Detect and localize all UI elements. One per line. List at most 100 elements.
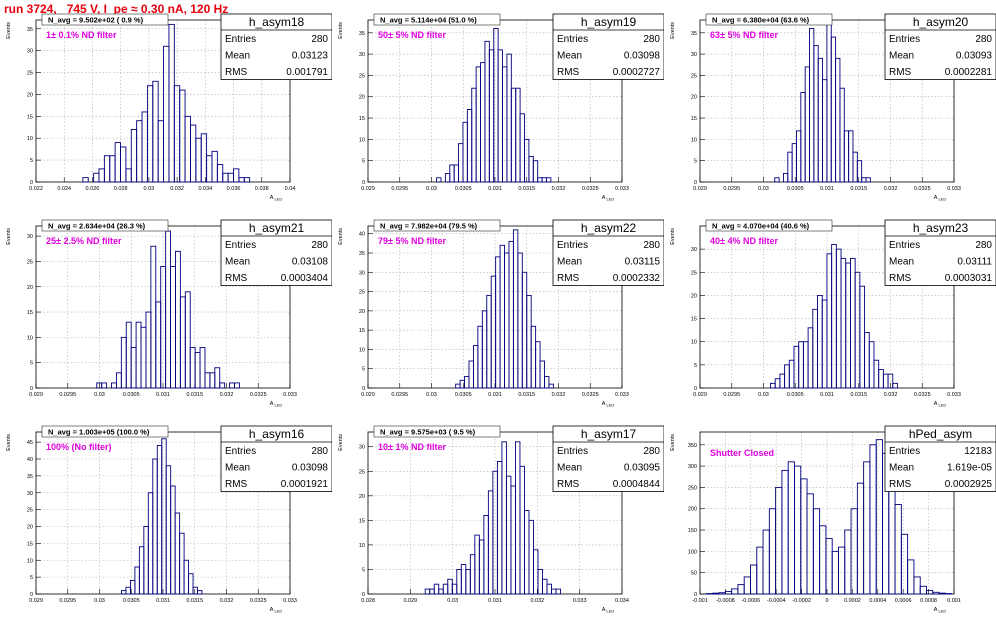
x-tick-label: 0.0325 <box>914 186 931 192</box>
histogram-bin <box>530 325 537 389</box>
x-tick-label: 0.029 <box>693 392 707 398</box>
x-tick-label: 0.022 <box>29 186 43 192</box>
histogram-bin <box>194 352 201 389</box>
stats-value-entries: 280 <box>975 240 992 251</box>
histogram-bin <box>510 485 516 595</box>
stats-title: h_asym17 <box>581 427 637 441</box>
histogram-bin <box>887 373 894 389</box>
histogram-svg: 0.029 0.0295 0.03 0.0305 0.031 0.0315 0.032 0.0… <box>338 219 664 408</box>
histogram-bin <box>472 345 479 389</box>
histogram-bin <box>449 164 455 183</box>
y-tick-label: 5 <box>30 158 33 164</box>
x-tick-label: 0.033 <box>283 598 297 604</box>
histogram-bars <box>770 244 898 389</box>
histogram-bin <box>532 160 539 183</box>
histogram-bin <box>184 115 191 183</box>
histogram-bin <box>478 539 485 595</box>
y-tick-label: 20 <box>691 293 697 299</box>
stats-label-entries: Entries <box>225 446 256 457</box>
stats-label-rms: RMS <box>889 67 912 78</box>
stats-value-mean: 1.619e-05 <box>947 463 992 474</box>
x-axis-label-subscript: LED <box>938 609 946 614</box>
navg-label: N_avg = 9.575e+03 ( 9.5 %) <box>380 428 476 437</box>
histogram-bin <box>197 590 203 595</box>
histogram-bin <box>433 583 440 595</box>
x-tick-label: -0.0004 <box>767 598 786 604</box>
histogram-bin <box>888 474 896 595</box>
y-tick-label: 20 <box>27 525 33 531</box>
histogram-bin <box>840 257 847 389</box>
stats-value-mean: 0.03098 <box>624 51 661 62</box>
x-tick-label: 0.03 <box>447 598 458 604</box>
histogram-bin <box>804 66 810 183</box>
histogram-bin <box>856 160 863 183</box>
stats-box-frame <box>220 425 332 492</box>
x-tick-label: 0.04 <box>285 186 296 192</box>
histogram-bin <box>894 504 902 595</box>
histogram-bin <box>243 177 251 183</box>
histogram-bin <box>779 373 786 389</box>
histogram-bin <box>724 590 733 595</box>
x-tick-label: 0.029 <box>29 392 43 398</box>
histogram-bin <box>882 373 889 389</box>
y-tick-label: 15 <box>359 328 365 334</box>
stats-label-rms: RMS <box>889 273 912 284</box>
stats-label-entries: Entries <box>557 240 588 251</box>
histogram-bin <box>229 382 235 389</box>
navg-label: N_avg = 4.070e+04 (40.6 %) <box>712 222 810 231</box>
histogram-bin <box>793 345 800 389</box>
x-axis-label: ALED <box>602 401 615 408</box>
x-tick-label: 0.0325 <box>582 186 599 192</box>
histogram-bin <box>787 151 793 183</box>
histogram-bin <box>737 584 745 595</box>
y-tick-label: 40 <box>27 457 33 463</box>
histogram-pad-h_asym17: 0.028 0.029 0.03 0.031 0.032 0.033 0.034 0 5 10 15… <box>332 414 664 620</box>
x-axis-label-subscript: LED <box>274 403 282 408</box>
x-tick-label: 0.03 <box>426 186 437 192</box>
histogram-bin <box>822 79 828 183</box>
y-tick-label: 25 <box>27 71 33 77</box>
y-tick-label: 350 <box>688 443 697 449</box>
y-tick-label: 150 <box>688 528 697 534</box>
histogram-bin <box>526 294 532 389</box>
navg-box <box>41 219 169 232</box>
histogram-svg: 0.029 0.0295 0.03 0.0305 0.031 0.0315 0.032 0.0… <box>6 219 332 408</box>
histogram-bin <box>111 382 117 389</box>
histogram-bin <box>938 592 946 595</box>
stats-box-frame <box>220 13 332 80</box>
x-tick-label: 0.024 <box>57 186 71 192</box>
y-tick-label: 15 <box>27 310 33 316</box>
histogram-bin <box>826 19 832 183</box>
y-tick-label: 30 <box>359 52 365 58</box>
histogram-bin <box>121 590 127 595</box>
y-tick-label: 200 <box>688 507 697 513</box>
page-title: run 3724, 745 V, I_pe ≈ 0.30 nA, 120 Hz <box>4 2 229 16</box>
x-tick-label: 0.032 <box>552 392 566 398</box>
histogram-bin <box>101 382 108 389</box>
navg-label: N_avg = 1.003e+05 (100.0 %) <box>48 428 150 437</box>
x-tick-label: 0.03 <box>94 392 105 398</box>
histogram-bin <box>508 240 514 389</box>
histogram-bin <box>861 177 867 183</box>
histogram-svg: 0.029 0.0295 0.03 0.0305 0.031 0.0315 0.032 0.0… <box>6 425 332 614</box>
y-tick-label: 30 <box>691 247 697 253</box>
stats-value-mean: 0.03123 <box>292 51 329 62</box>
x-tick-label: -0.0002 <box>792 598 811 604</box>
x-axis-label: ALED <box>934 401 947 408</box>
histogram-bin <box>456 569 462 595</box>
stats-box: h_asym22 Entries 280 Mean 0.03115 RMS 0.000233… <box>552 219 664 286</box>
histogram-pad-hPed_asym: -0.001 -0.0008 -0.0006 -0.0004 -0.0002 0 0.000… <box>664 414 996 620</box>
y-tick-label: 15 <box>27 541 33 547</box>
x-tick-label: 0.034 <box>198 186 212 192</box>
stats-label-rms: RMS <box>557 67 580 78</box>
histogram-bin <box>813 45 819 183</box>
y-axis-label: Events <box>338 228 344 245</box>
histogram-bin <box>512 229 519 389</box>
histogram-bin <box>130 129 138 183</box>
stats-title: h_asym16 <box>249 427 305 441</box>
x-tick-label: 0.028 <box>114 186 128 192</box>
histogram-bin <box>466 109 473 183</box>
y-tick-label: 30 <box>691 52 697 58</box>
histogram-bin <box>462 121 468 183</box>
histogram-bin <box>548 383 554 389</box>
